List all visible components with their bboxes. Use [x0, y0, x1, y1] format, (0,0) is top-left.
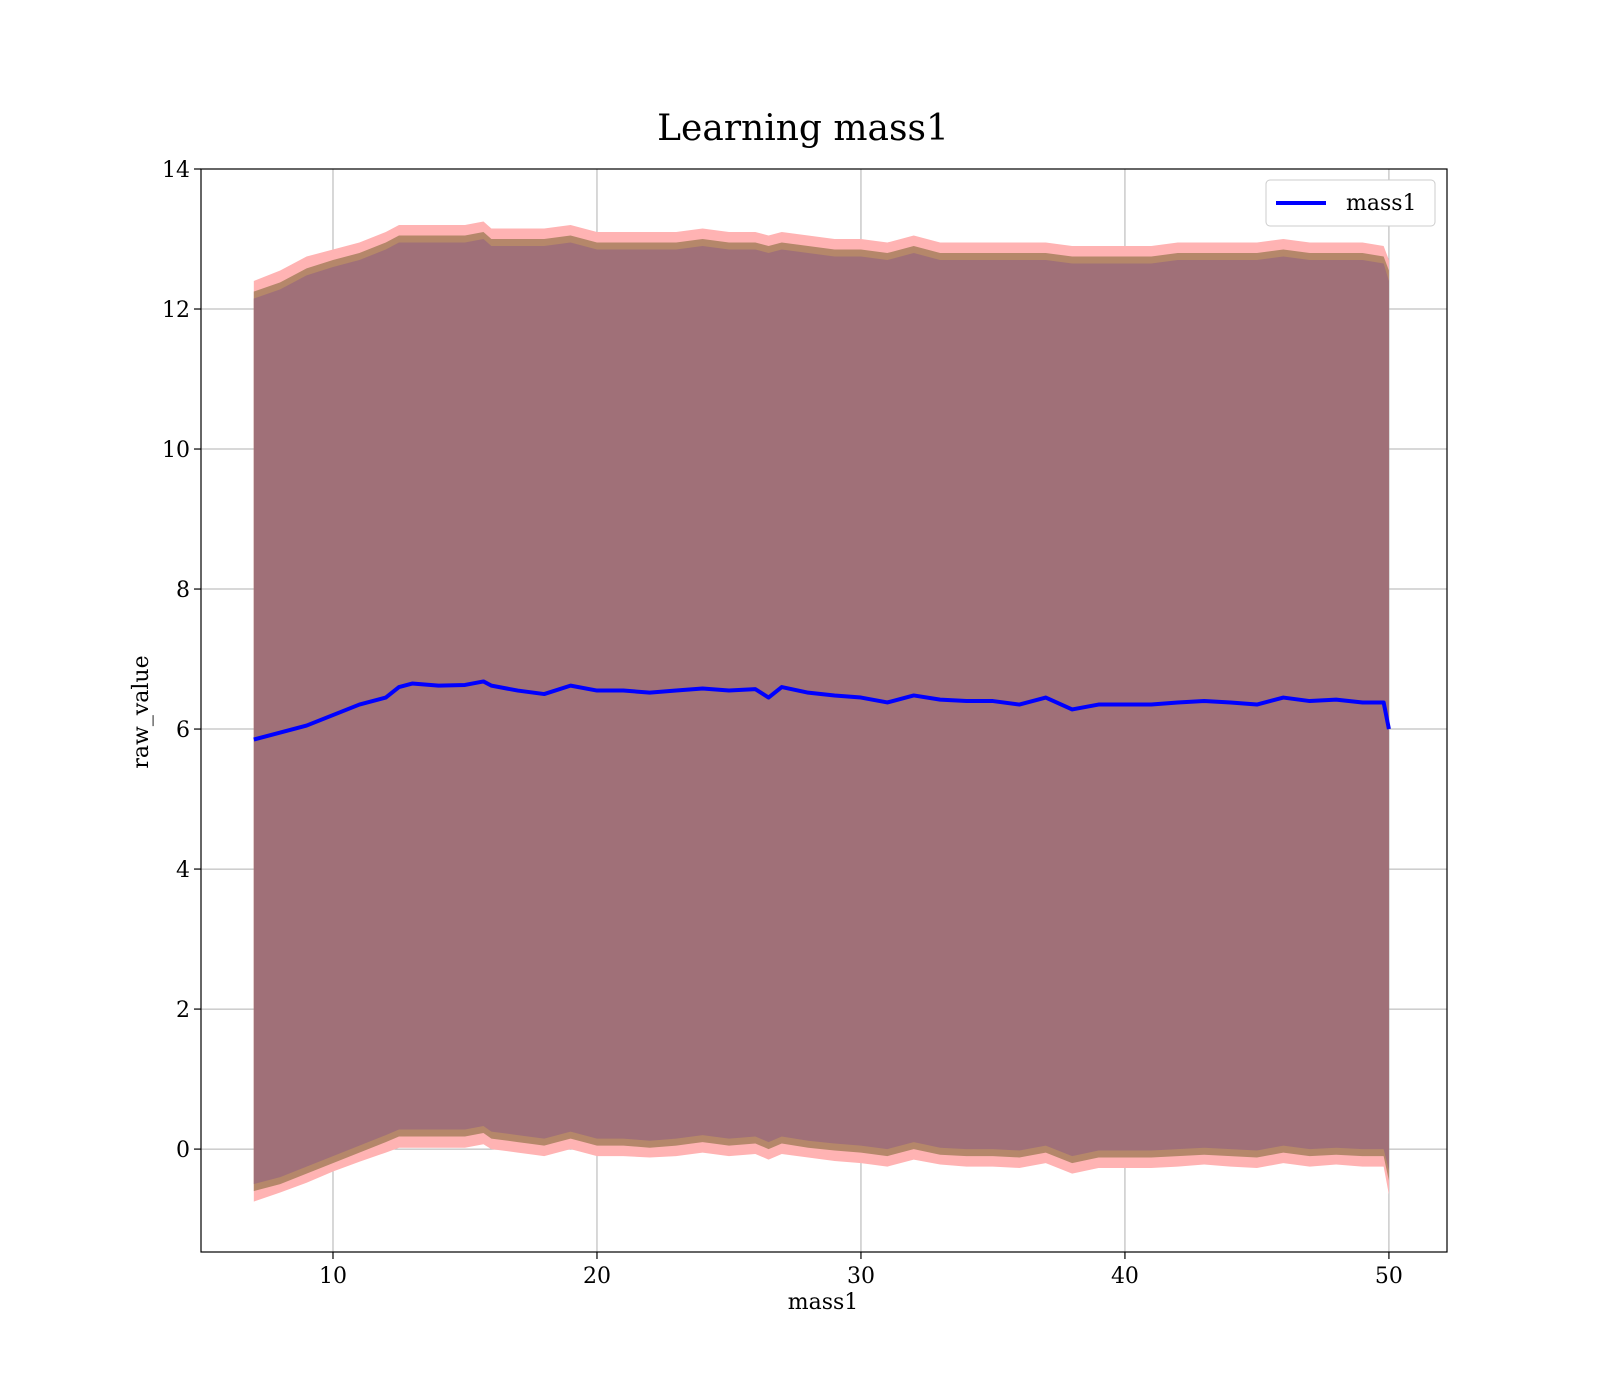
legend-label-mass1: mass1	[1346, 191, 1417, 216]
uncertainty-bands	[253, 221, 1389, 1202]
series-line-mass1	[253, 679, 1391, 742]
y-tick-label: 2	[176, 998, 190, 1023]
y-tick-label: 8	[176, 578, 190, 603]
band-inner	[253, 239, 1389, 1185]
y-tick-label: 12	[162, 298, 190, 323]
y-axis-label: raw_value	[129, 655, 154, 768]
x-axis-ticks: 10 20 30 40 50	[319, 1252, 1403, 1289]
x-axis-label: mass1	[788, 1290, 859, 1315]
series-lines	[253, 679, 1391, 742]
plot-area: 10 20 30 40 50 0 2 4 6 8 10 12 14	[162, 158, 1448, 1289]
y-tick-label: 10	[162, 438, 190, 463]
y-tick-label: 0	[176, 1138, 190, 1163]
y-tick-label: 6	[176, 718, 190, 743]
legend-box	[1265, 179, 1436, 227]
x-tick-label: 40	[1111, 1264, 1139, 1289]
y-tick-label: 4	[176, 858, 190, 883]
legend: mass1	[1265, 179, 1436, 227]
chart-title: Learning mass1	[657, 108, 949, 149]
x-tick-label: 30	[847, 1264, 875, 1289]
x-tick-label: 50	[1375, 1264, 1403, 1289]
y-axis-ticks: 0 2 4 6 8 10 12 14	[162, 158, 201, 1163]
x-tick-label: 10	[319, 1264, 347, 1289]
y-tick-label: 14	[162, 158, 190, 183]
axes-frame	[200, 168, 1448, 1253]
x-tick-label: 20	[583, 1264, 611, 1289]
